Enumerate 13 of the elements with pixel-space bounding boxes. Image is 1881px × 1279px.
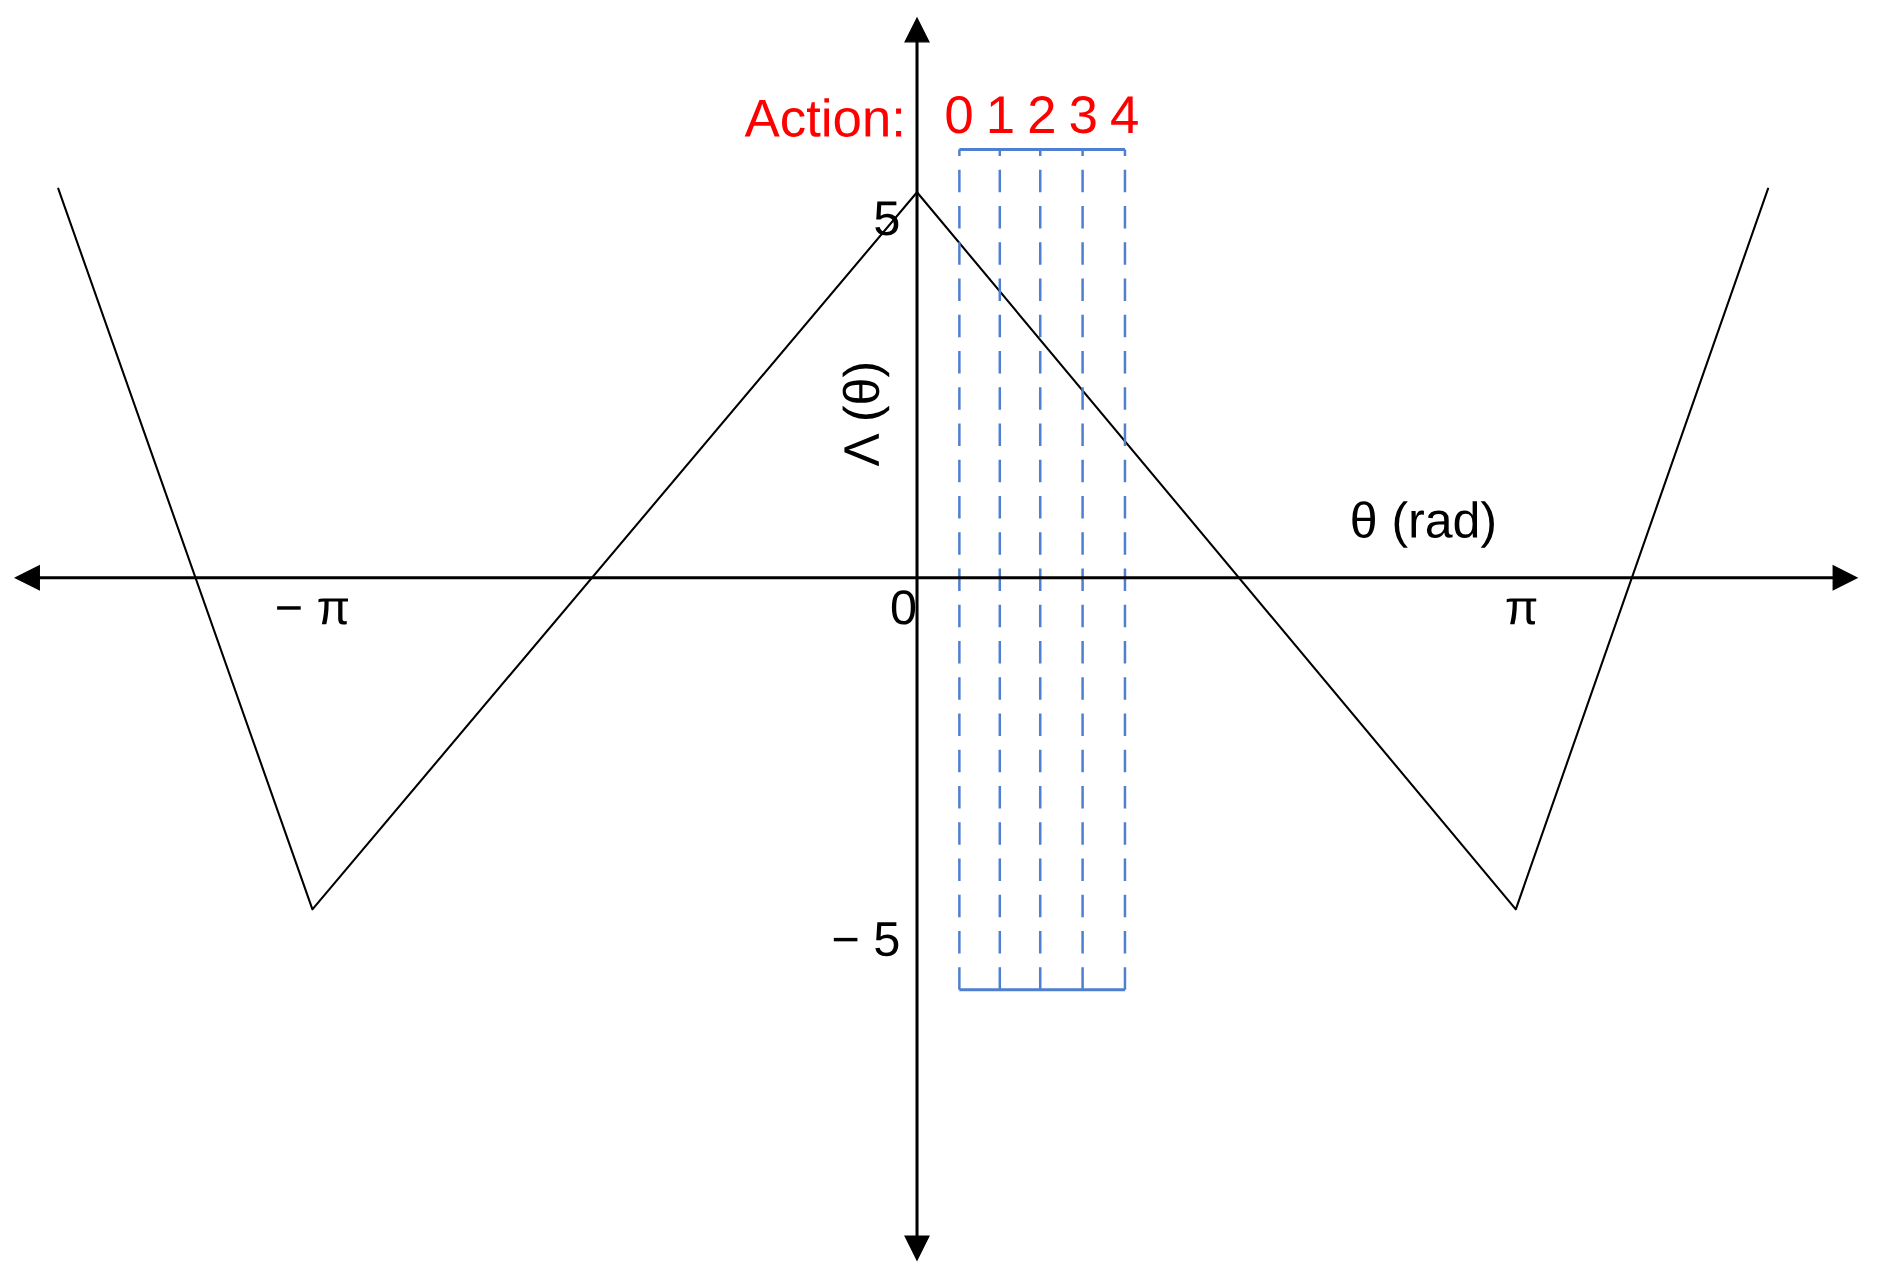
x2-tick-label: 4	[1111, 96, 1138, 133]
x-axis-title: θ (rad)	[1352, 501, 1494, 548]
y-tick-label: 5	[875, 201, 899, 236]
x-tick-label: π	[1506, 598, 1537, 625]
x2-tick-label: 2	[1029, 96, 1054, 133]
x2-tick-label: 1	[989, 96, 1013, 133]
y-axis-title: Λ (θ)	[842, 364, 890, 467]
x2-tick-label: 3	[1070, 96, 1096, 134]
x2-axis-title: Action:	[744, 98, 902, 137]
x-tick-label: − π	[277, 598, 348, 625]
y-tick-label: − 5	[833, 922, 899, 957]
x-tick-label: 0	[891, 590, 916, 625]
x2-tick-label: 0	[946, 96, 972, 134]
